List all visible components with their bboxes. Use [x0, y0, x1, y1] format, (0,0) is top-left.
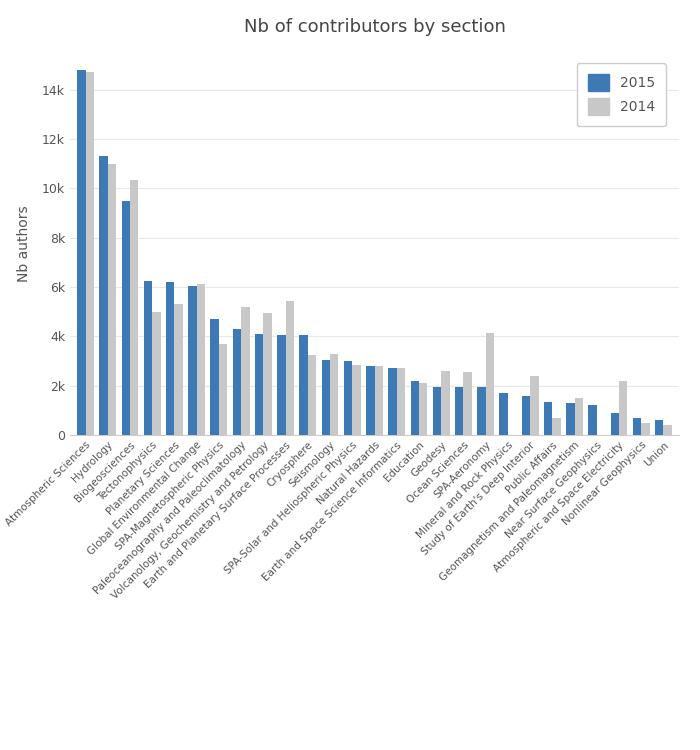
- Bar: [108, 164, 116, 435]
- Bar: [374, 366, 383, 435]
- Bar: [619, 381, 627, 435]
- Bar: [300, 335, 308, 435]
- Bar: [486, 332, 494, 435]
- Bar: [308, 355, 316, 435]
- Bar: [530, 376, 538, 435]
- Bar: [241, 307, 250, 435]
- Bar: [344, 361, 352, 435]
- Bar: [263, 313, 272, 435]
- Bar: [455, 387, 463, 435]
- Bar: [610, 413, 619, 435]
- Bar: [366, 366, 375, 435]
- Bar: [352, 364, 361, 435]
- Bar: [463, 372, 472, 435]
- Bar: [330, 353, 339, 435]
- Bar: [410, 381, 419, 435]
- Bar: [641, 423, 650, 435]
- Bar: [633, 418, 641, 435]
- Bar: [77, 70, 85, 435]
- Bar: [122, 200, 130, 435]
- Bar: [664, 425, 672, 435]
- Bar: [441, 370, 449, 435]
- Bar: [152, 311, 161, 435]
- Bar: [188, 286, 197, 435]
- Bar: [174, 304, 183, 435]
- Bar: [575, 398, 583, 435]
- Bar: [144, 280, 152, 435]
- Bar: [99, 156, 108, 435]
- Bar: [522, 395, 530, 435]
- Bar: [255, 334, 263, 435]
- Bar: [397, 368, 405, 435]
- Y-axis label: Nb authors: Nb authors: [17, 206, 31, 282]
- Bar: [166, 282, 174, 435]
- Bar: [197, 284, 205, 435]
- Bar: [321, 360, 330, 435]
- Bar: [566, 403, 575, 435]
- Title: Nb of contributors by section: Nb of contributors by section: [244, 18, 505, 36]
- Bar: [655, 420, 664, 435]
- Bar: [232, 329, 241, 435]
- Legend: 2015, 2014: 2015, 2014: [577, 63, 666, 126]
- Bar: [544, 402, 552, 435]
- Bar: [219, 344, 228, 435]
- Bar: [211, 319, 219, 435]
- Bar: [433, 387, 441, 435]
- Bar: [588, 406, 597, 435]
- Bar: [286, 301, 294, 435]
- Bar: [130, 179, 139, 435]
- Bar: [499, 393, 508, 435]
- Bar: [389, 368, 397, 435]
- Bar: [419, 383, 428, 435]
- Bar: [85, 72, 94, 435]
- Bar: [477, 387, 486, 435]
- Bar: [277, 335, 286, 435]
- Bar: [552, 418, 561, 435]
